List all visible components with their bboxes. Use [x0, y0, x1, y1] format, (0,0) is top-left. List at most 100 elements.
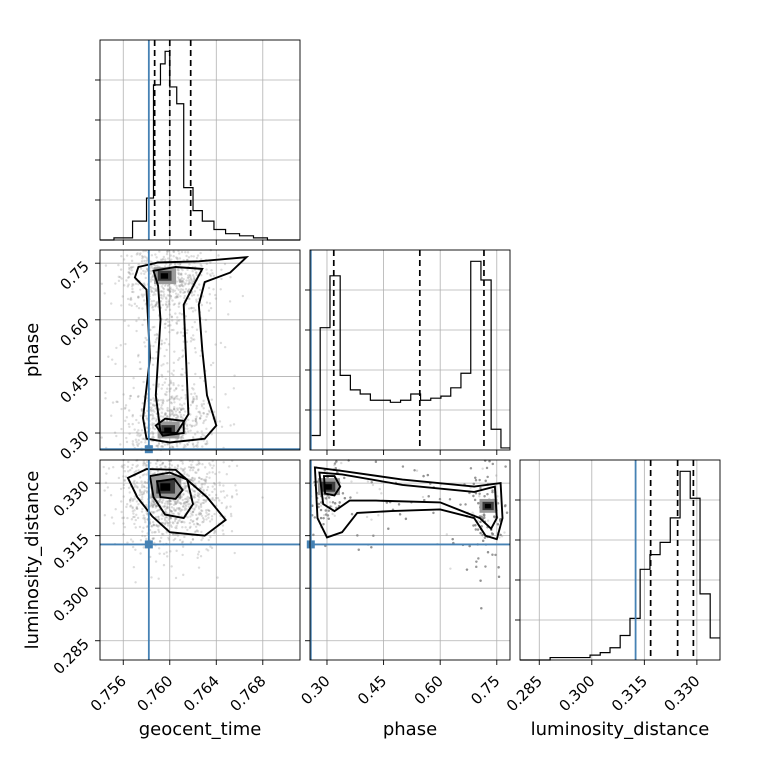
sample-point	[190, 306, 193, 310]
sample-point	[160, 532, 164, 536]
sample-point	[316, 480, 319, 484]
sample-point	[173, 350, 176, 353]
sample-point	[184, 287, 188, 291]
sample-point	[181, 354, 185, 357]
sample-point	[154, 288, 158, 292]
sample-point	[176, 258, 179, 261]
y-tick-label-luminosity-distance: 0.300	[50, 582, 93, 625]
sample-point	[137, 296, 140, 299]
sample-point	[179, 373, 183, 376]
sample-point	[312, 533, 315, 537]
sample-point	[313, 516, 317, 519]
sample-point	[187, 282, 190, 286]
sample-point	[505, 511, 509, 514]
sample-point	[184, 486, 187, 489]
sample-point	[210, 269, 213, 272]
sample-point	[198, 493, 201, 496]
sample-point	[103, 514, 107, 517]
sample-point	[204, 500, 207, 503]
sample-point	[213, 499, 217, 502]
sample-point	[198, 513, 201, 516]
sample-point	[191, 310, 195, 313]
sample-point	[150, 503, 153, 506]
sample-point	[172, 414, 176, 417]
sample-point	[491, 553, 494, 556]
sample-point	[445, 533, 449, 536]
sample-point	[184, 486, 187, 490]
sample-point	[180, 520, 183, 524]
sample-point	[202, 407, 205, 410]
sample-point	[162, 399, 165, 403]
sample-point	[170, 509, 173, 513]
sample-point	[218, 471, 221, 474]
sample-point	[154, 462, 158, 465]
sample-point	[196, 469, 200, 472]
x-tick-label-geocent-time: 0.768	[226, 672, 269, 715]
sample-point	[181, 553, 184, 557]
sample-point	[171, 512, 174, 515]
sample-point	[160, 294, 163, 297]
sample-point	[109, 414, 113, 417]
sample-point	[170, 510, 173, 513]
sample-point	[175, 501, 179, 505]
sample-point	[151, 537, 154, 540]
sample-point	[176, 534, 180, 537]
sample-point	[204, 479, 208, 482]
sample-point	[184, 504, 188, 508]
sample-point	[169, 294, 173, 298]
sample-point	[175, 322, 179, 325]
sample-point	[156, 470, 160, 473]
sample-point	[193, 507, 196, 510]
sample-point	[162, 363, 165, 366]
sample-point	[172, 369, 175, 372]
sample-point	[319, 508, 323, 512]
sample-point	[161, 407, 164, 411]
sample-point	[154, 404, 157, 407]
sample-point	[123, 284, 126, 287]
sample-point	[140, 498, 144, 501]
sample-point	[477, 557, 480, 560]
sample-point	[153, 333, 157, 337]
sample-point	[195, 522, 199, 525]
sample-point	[142, 517, 145, 520]
sample-point	[160, 339, 164, 342]
sample-point	[162, 563, 166, 567]
sample-point	[137, 439, 140, 442]
sample-point	[179, 413, 183, 417]
sample-point	[235, 493, 239, 496]
sample-point	[199, 251, 202, 255]
sample-point	[133, 515, 136, 519]
sample-point	[133, 483, 136, 486]
sample-point	[324, 509, 327, 512]
sample-point	[176, 319, 179, 322]
sample-point	[343, 497, 347, 500]
sample-point	[179, 295, 182, 298]
x-axis-label-geocent-time: geocent_time	[139, 719, 262, 740]
sample-point	[192, 445, 196, 448]
sample-point	[322, 516, 325, 520]
sample-point	[143, 518, 147, 521]
sample-point	[164, 522, 167, 525]
truth-marker	[144, 445, 153, 454]
sample-point	[157, 547, 161, 550]
sample-point	[143, 259, 146, 263]
sample-point	[323, 469, 326, 472]
sample-point	[167, 442, 170, 446]
sample-point	[110, 302, 113, 305]
sample-point	[182, 446, 186, 449]
sample-point	[160, 445, 163, 448]
sample-point	[130, 518, 134, 521]
sample-point	[207, 286, 211, 290]
sample-point	[130, 290, 134, 294]
sample-point	[172, 373, 175, 377]
sample-point	[157, 577, 160, 580]
sample-point	[166, 505, 169, 508]
sample-point	[341, 492, 345, 495]
sample-point	[153, 417, 156, 420]
sample-point	[145, 490, 148, 493]
sample-point	[140, 490, 143, 494]
sample-point	[107, 467, 111, 470]
sample-point	[183, 497, 187, 501]
sample-point	[165, 531, 168, 534]
sample-point	[224, 393, 227, 396]
